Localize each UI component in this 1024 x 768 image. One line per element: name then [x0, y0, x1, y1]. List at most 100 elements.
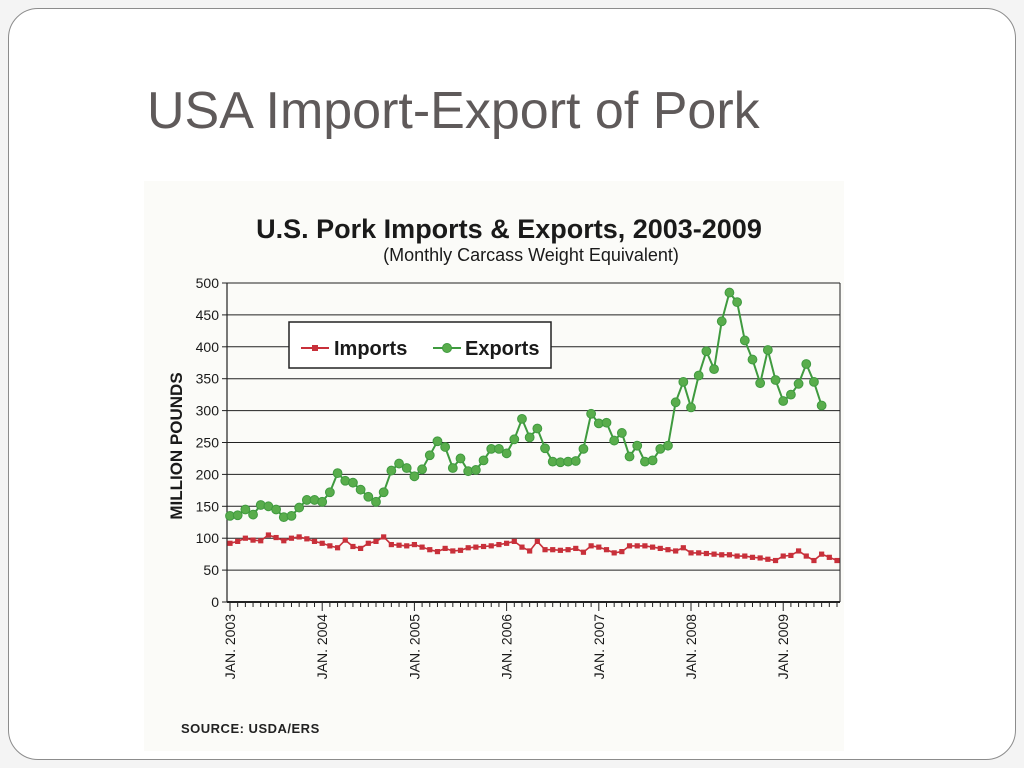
imports-point: [504, 540, 510, 546]
imports-point: [342, 537, 348, 543]
imports-point: [465, 545, 471, 551]
imports-point: [719, 552, 725, 558]
source-note: SOURCE: USDA/ERS: [181, 721, 320, 736]
exports-point: [816, 400, 827, 411]
exports-point: [601, 417, 612, 428]
imports-point: [457, 547, 464, 553]
imports-point: [442, 545, 448, 552]
exports-point: [616, 428, 627, 438]
imports-point: [327, 543, 333, 549]
exports-point: [701, 346, 712, 357]
imports-point: [534, 538, 540, 544]
exports-point: [709, 364, 719, 375]
imports-point: [688, 550, 694, 556]
imports-point: [819, 551, 825, 557]
exports-point: [432, 436, 443, 447]
exports-point: [809, 376, 819, 387]
imports-point: [258, 538, 264, 544]
imports-point: [388, 541, 394, 548]
pork-trade-chart: U.S. Pork Imports & Exports, 2003-2009 (…: [167, 214, 841, 680]
imports-point: [703, 550, 709, 557]
legend-exports-label: Exports: [465, 338, 539, 360]
x-tick-label: JAN. 2004: [314, 614, 330, 680]
legend-exports-marker: [442, 343, 452, 353]
imports-point: [404, 543, 410, 549]
exports-point: [663, 440, 673, 451]
imports-point: [365, 540, 371, 546]
imports-point: [488, 543, 494, 549]
x-tick-label: JAN. 2003: [222, 614, 238, 680]
exports-point: [632, 440, 643, 451]
y-tick-label: 250: [196, 435, 220, 451]
imports-point: [573, 545, 579, 552]
x-tick-label: JAN. 2008: [683, 614, 699, 680]
exports-point: [732, 297, 743, 308]
imports-point: [626, 543, 633, 549]
imports-point: [235, 538, 241, 544]
x-tick-label: JAN. 2005: [406, 614, 422, 680]
x-tick-label: JAN. 2006: [499, 614, 515, 680]
series-layer: [225, 287, 840, 564]
imports-point: [381, 534, 387, 540]
x-axis: JAN. 2003 JAN. 2004 JAN. 2005 JAN. 2006 JAN.…: [222, 601, 840, 680]
y-tick-labels: 0 50 100 150 200 250 300 350 400 450 500: [196, 275, 227, 610]
exports-point: [778, 396, 789, 406]
imports-point: [519, 544, 525, 550]
exports-point: [501, 448, 512, 459]
imports-point: [419, 544, 425, 550]
imports-point: [619, 548, 625, 555]
series-exports: [225, 287, 827, 523]
imports-point: [757, 555, 763, 561]
imports-point: [265, 532, 272, 538]
imports-point: [596, 544, 602, 550]
imports-point: [296, 534, 302, 540]
exports-point: [271, 504, 282, 515]
legend-imports-label: Imports: [334, 338, 407, 360]
imports-point: [649, 544, 656, 550]
imports-point: [527, 548, 533, 554]
y-axis-label: MILLION POUNDS: [167, 372, 186, 519]
imports-point: [726, 552, 733, 558]
imports-point: [557, 547, 563, 553]
imports-point: [334, 545, 341, 551]
exports-point: [670, 397, 681, 408]
y-tick-label: 300: [196, 403, 220, 419]
series-imports: [227, 532, 840, 564]
exports-point: [793, 378, 804, 389]
slide-title: USA Import-Export of Pork: [147, 82, 760, 140]
exports-point: [609, 435, 620, 446]
exports-point: [693, 370, 704, 381]
exports-point: [578, 443, 589, 454]
x-tick-label: JAN. 2009: [775, 614, 791, 680]
exports-point: [348, 477, 358, 488]
imports-point: [273, 534, 279, 541]
exports-point: [424, 450, 435, 461]
exports-point: [747, 354, 758, 365]
exports-point: [570, 456, 581, 466]
imports-point: [396, 542, 402, 548]
imports-point: [711, 551, 717, 557]
imports-point: [288, 535, 295, 541]
exports-point: [494, 443, 504, 454]
chart-title: U.S. Pork Imports & Exports, 2003-2009: [256, 214, 762, 244]
exports-point: [801, 359, 812, 369]
y-tick-label: 350: [196, 371, 220, 387]
exports-point: [762, 345, 773, 355]
imports-point: [281, 538, 287, 544]
y-tick-label: 0: [211, 594, 219, 610]
y-tick-label: 50: [203, 562, 219, 578]
y-tick-label: 500: [196, 275, 220, 291]
exports-point: [647, 455, 658, 466]
exports-point: [417, 464, 427, 475]
exports-point: [286, 510, 297, 521]
exports-point: [440, 442, 451, 452]
imports-point: [434, 548, 441, 555]
chart-figure: U.S. Pork Imports & Exports, 2003-2009 (…: [144, 181, 844, 751]
exports-point: [470, 465, 481, 475]
exports-point: [540, 443, 550, 454]
imports-point: [358, 545, 364, 552]
exports-point: [240, 504, 251, 515]
imports-point: [350, 543, 356, 550]
imports-point: [834, 557, 840, 564]
imports-point: [311, 538, 318, 544]
